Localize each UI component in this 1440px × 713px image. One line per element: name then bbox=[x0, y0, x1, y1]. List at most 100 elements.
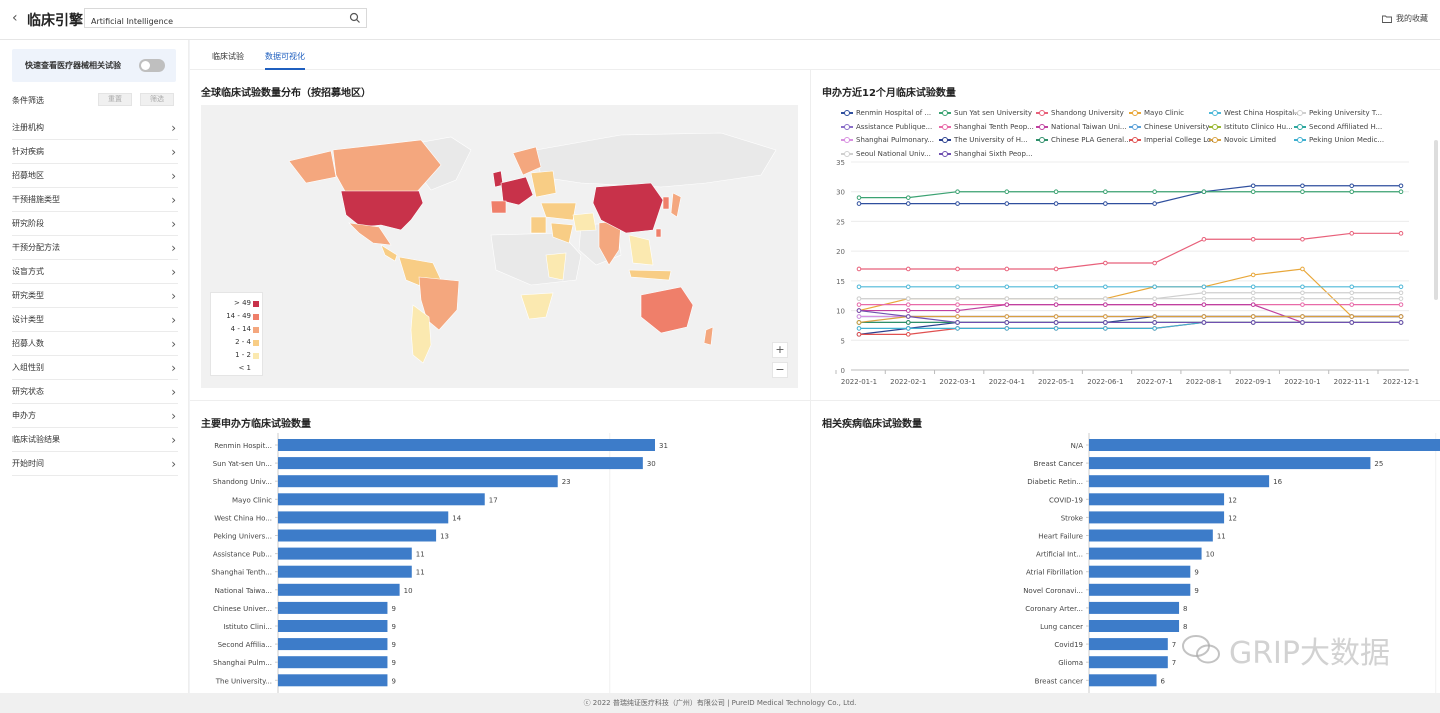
bar[interactable] bbox=[1089, 457, 1371, 470]
line-legend-item[interactable]: Novoic Limited bbox=[1209, 135, 1276, 145]
data-point[interactable] bbox=[1004, 320, 1010, 325]
data-point[interactable] bbox=[1300, 302, 1305, 307]
search-box[interactable] bbox=[84, 8, 367, 31]
data-point[interactable] bbox=[955, 302, 960, 307]
bar[interactable] bbox=[1089, 511, 1225, 524]
data-point[interactable] bbox=[905, 332, 911, 337]
bar[interactable] bbox=[1089, 493, 1225, 506]
filter-item[interactable]: 注册机构 › bbox=[12, 116, 178, 140]
data-point[interactable] bbox=[1004, 296, 1010, 301]
data-point[interactable] bbox=[1250, 272, 1256, 278]
data-point[interactable] bbox=[1398, 302, 1404, 307]
data-point[interactable] bbox=[905, 296, 911, 301]
data-point[interactable] bbox=[905, 284, 911, 290]
data-point[interactable] bbox=[1300, 284, 1305, 290]
data-point[interactable] bbox=[1103, 314, 1108, 319]
data-point[interactable] bbox=[1201, 302, 1207, 307]
bar[interactable] bbox=[1089, 583, 1191, 596]
bar[interactable] bbox=[1089, 620, 1180, 632]
tab-data-visualization[interactable]: 数据可视化 bbox=[265, 51, 305, 70]
series-line[interactable] bbox=[859, 185, 1401, 205]
series-line[interactable] bbox=[859, 232, 1401, 270]
data-point[interactable] bbox=[1103, 302, 1108, 307]
data-point[interactable] bbox=[905, 308, 911, 313]
data-point[interactable] bbox=[1103, 326, 1108, 331]
data-point[interactable] bbox=[1152, 201, 1157, 206]
bar[interactable] bbox=[1089, 638, 1168, 651]
data-point[interactable] bbox=[1004, 302, 1010, 307]
map-legend-item[interactable]: > 49 bbox=[215, 299, 261, 307]
filter-item[interactable]: 干预分配方法 › bbox=[12, 236, 178, 260]
data-point[interactable] bbox=[1053, 314, 1059, 319]
data-point[interactable] bbox=[1250, 236, 1256, 242]
data-point[interactable] bbox=[1300, 320, 1305, 325]
map-legend-item[interactable]: 1 - 2 bbox=[215, 351, 261, 359]
data-point[interactable] bbox=[1152, 320, 1157, 325]
data-point[interactable] bbox=[1300, 183, 1305, 189]
data-point[interactable] bbox=[1152, 189, 1157, 195]
data-point[interactable] bbox=[1349, 302, 1355, 307]
line-legend-item[interactable]: Shandong University bbox=[1036, 108, 1124, 118]
data-point[interactable] bbox=[1152, 260, 1157, 266]
data-point[interactable] bbox=[856, 308, 862, 313]
bar[interactable] bbox=[1089, 656, 1168, 669]
data-point[interactable] bbox=[1103, 201, 1108, 206]
data-point[interactable] bbox=[1349, 296, 1355, 301]
data-point[interactable] bbox=[856, 332, 862, 337]
data-point[interactable] bbox=[905, 320, 911, 325]
filter-item[interactable]: 招募人数 › bbox=[12, 332, 178, 356]
data-point[interactable] bbox=[856, 195, 862, 200]
tab-clinical-trials[interactable]: 临床试验 bbox=[212, 52, 244, 61]
data-point[interactable] bbox=[1300, 236, 1305, 242]
data-point[interactable] bbox=[1250, 183, 1256, 189]
filter-item[interactable]: 申办方 › bbox=[12, 404, 178, 428]
bar[interactable] bbox=[278, 529, 437, 542]
map-legend-item[interactable]: 2 - 4 bbox=[215, 338, 261, 346]
line-legend-item[interactable]: Mayo Clinic bbox=[1129, 108, 1184, 118]
filter-item[interactable]: 开始时间 › bbox=[12, 452, 178, 476]
bar[interactable] bbox=[1089, 439, 1440, 451]
data-point[interactable] bbox=[1004, 266, 1010, 272]
data-point[interactable] bbox=[1250, 320, 1256, 325]
bar[interactable] bbox=[278, 547, 412, 560]
favorites-button[interactable]: 我的收藏 bbox=[1382, 13, 1428, 24]
data-point[interactable] bbox=[1300, 266, 1305, 272]
data-point[interactable] bbox=[1103, 296, 1108, 301]
data-point[interactable] bbox=[1152, 284, 1157, 290]
line-legend-item[interactable]: Shanghai Tenth Peop... bbox=[939, 122, 1034, 132]
data-point[interactable] bbox=[1300, 296, 1305, 301]
data-point[interactable] bbox=[856, 296, 862, 301]
line-legend-item[interactable]: The University of H... bbox=[939, 135, 1028, 145]
bar[interactable] bbox=[278, 620, 388, 632]
data-point[interactable] bbox=[1250, 302, 1256, 307]
zoom-out-button[interactable]: − bbox=[772, 362, 788, 378]
data-point[interactable] bbox=[1398, 320, 1404, 325]
search-icon[interactable] bbox=[349, 12, 361, 24]
series-line[interactable] bbox=[858, 315, 1401, 335]
data-point[interactable] bbox=[905, 314, 911, 319]
data-point[interactable] bbox=[905, 326, 911, 331]
data-point[interactable] bbox=[1300, 290, 1305, 296]
filter-item[interactable]: 招募地区 › bbox=[12, 164, 178, 188]
bar[interactable] bbox=[278, 511, 449, 524]
data-point[interactable] bbox=[1398, 231, 1404, 236]
data-point[interactable] bbox=[1201, 320, 1207, 325]
data-point[interactable] bbox=[1250, 290, 1256, 296]
data-point[interactable] bbox=[1053, 189, 1059, 195]
line-legend-item[interactable]: Sun Yat sen University bbox=[939, 108, 1032, 118]
data-point[interactable] bbox=[1250, 189, 1256, 195]
data-point[interactable] bbox=[1201, 189, 1207, 195]
data-point[interactable] bbox=[955, 320, 960, 325]
line-legend-item[interactable]: Seoul National Univ... bbox=[841, 149, 931, 159]
data-point[interactable] bbox=[1103, 284, 1108, 290]
data-point[interactable] bbox=[1201, 236, 1207, 242]
map-legend-item[interactable]: < 1 bbox=[215, 364, 261, 372]
data-point[interactable] bbox=[955, 266, 960, 272]
data-point[interactable] bbox=[1103, 189, 1108, 195]
filter-item[interactable]: 干预措施类型 › bbox=[12, 188, 178, 212]
line-legend-item[interactable]: Shanghai Pulmonary... bbox=[841, 135, 934, 145]
data-point[interactable] bbox=[1004, 326, 1010, 331]
reset-button[interactable]: 重置 bbox=[98, 93, 132, 106]
data-point[interactable] bbox=[1349, 189, 1355, 195]
data-point[interactable] bbox=[1398, 314, 1404, 319]
